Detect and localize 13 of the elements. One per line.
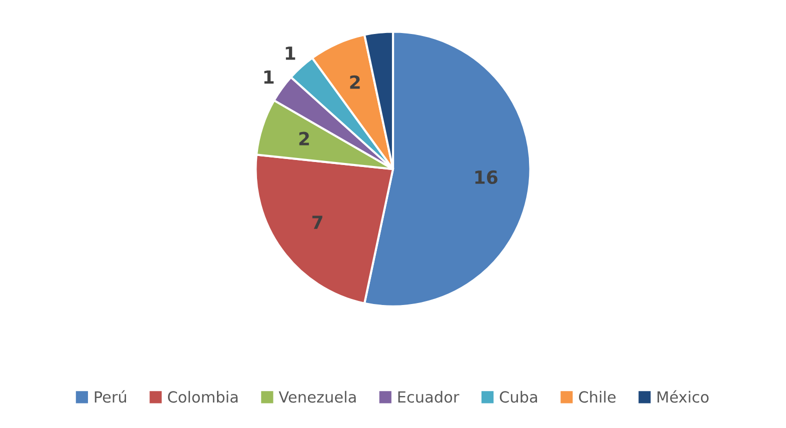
data-label: 2 xyxy=(299,132,309,146)
data-label: 1 xyxy=(264,70,274,84)
legend-label: Venezuela xyxy=(278,390,356,403)
legend-label: Cuba xyxy=(500,390,537,403)
legend-label: Ecuador xyxy=(398,390,460,403)
legend-label: México xyxy=(658,390,709,403)
data-label: 16 xyxy=(475,170,498,184)
legend-label: Chile xyxy=(578,390,616,403)
data-label: 1 xyxy=(286,46,296,60)
legend-label: Colombia xyxy=(168,390,238,403)
data-label: 2 xyxy=(350,75,360,89)
data-label: 7 xyxy=(312,216,322,229)
legend-label: Perú xyxy=(94,390,126,403)
